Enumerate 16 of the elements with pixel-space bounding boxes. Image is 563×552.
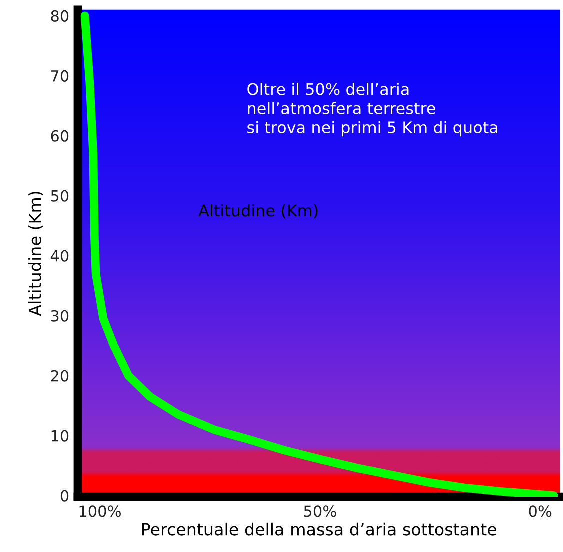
y-axis-title: Altitudine (Km) [28, 192, 44, 316]
y-tick-label: 70 [51, 70, 69, 82]
y-tick-label: 0 [60, 490, 69, 502]
y-tick-label: 30 [51, 310, 69, 322]
annotation: Oltre il 50% dell’aria nell’atmosfera terrestre si trova nei primi 5 Km di quota [248, 83, 498, 137]
x-tick-label: 50% [304, 506, 336, 518]
y-tick-label: 80 [51, 10, 69, 22]
annotation: Altitudine (Km) [198, 204, 318, 219]
y-tick-label: 40 [50, 250, 69, 262]
x-axis-title: Percentuale della massa d’aria sottostante [142, 522, 496, 536]
y-tick-label: 60 [51, 130, 69, 142]
y-tick-label: 10 [52, 430, 69, 442]
y-tick-label: 20 [51, 370, 69, 382]
y-tick-label: 50 [51, 190, 69, 202]
x-tick-label: 0% [529, 506, 552, 518]
x-tick-label: 100% [80, 506, 121, 518]
